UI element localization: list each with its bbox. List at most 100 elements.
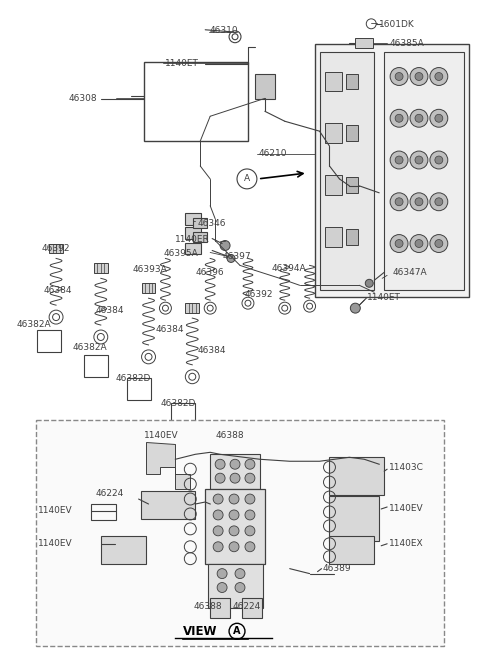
Bar bbox=[141, 491, 195, 519]
Text: 46346: 46346 bbox=[197, 218, 226, 228]
Text: 46388: 46388 bbox=[193, 603, 222, 611]
Circle shape bbox=[245, 510, 255, 520]
Bar bbox=[324, 123, 342, 143]
Circle shape bbox=[220, 240, 230, 250]
Circle shape bbox=[245, 494, 255, 504]
Circle shape bbox=[430, 110, 448, 127]
Bar bbox=[347, 73, 358, 90]
Text: 1140EV: 1140EV bbox=[38, 539, 73, 548]
Text: VIEW: VIEW bbox=[183, 625, 218, 639]
Circle shape bbox=[213, 542, 223, 552]
Circle shape bbox=[245, 460, 255, 469]
Circle shape bbox=[430, 193, 448, 210]
Circle shape bbox=[235, 568, 245, 578]
Bar bbox=[193, 218, 207, 228]
Bar bbox=[91, 504, 116, 520]
Text: 46385A: 46385A bbox=[389, 39, 424, 47]
Bar bbox=[355, 37, 373, 47]
Text: 46384: 46384 bbox=[43, 287, 72, 295]
Bar bbox=[49, 244, 63, 253]
Circle shape bbox=[415, 73, 423, 80]
Text: 1140EV: 1140EV bbox=[144, 432, 178, 440]
Text: 46393A: 46393A bbox=[132, 265, 168, 275]
Bar bbox=[208, 564, 263, 609]
Text: 46382A: 46382A bbox=[16, 320, 51, 329]
Text: 46388: 46388 bbox=[215, 432, 244, 440]
Circle shape bbox=[229, 510, 239, 520]
Bar bbox=[171, 403, 195, 424]
Text: 46224: 46224 bbox=[96, 489, 124, 498]
Bar bbox=[320, 51, 374, 291]
Text: A: A bbox=[233, 627, 241, 636]
Circle shape bbox=[430, 234, 448, 253]
Circle shape bbox=[390, 234, 408, 253]
Circle shape bbox=[435, 114, 443, 122]
Bar bbox=[205, 489, 265, 564]
Circle shape bbox=[350, 303, 360, 313]
Bar bbox=[94, 263, 108, 273]
Circle shape bbox=[235, 582, 245, 593]
Text: 46389: 46389 bbox=[323, 564, 351, 572]
Bar bbox=[193, 232, 207, 242]
Bar bbox=[36, 420, 444, 646]
Text: 46395A: 46395A bbox=[164, 249, 198, 259]
Circle shape bbox=[245, 542, 255, 552]
Circle shape bbox=[390, 151, 408, 169]
Bar bbox=[210, 599, 230, 619]
Text: 46384: 46384 bbox=[96, 306, 124, 315]
Text: 46310: 46310 bbox=[209, 26, 238, 35]
Circle shape bbox=[229, 494, 239, 504]
Bar bbox=[329, 458, 384, 495]
Circle shape bbox=[245, 473, 255, 483]
Circle shape bbox=[430, 151, 448, 169]
Circle shape bbox=[215, 460, 225, 469]
Circle shape bbox=[410, 193, 428, 210]
Text: 46224: 46224 bbox=[233, 603, 261, 611]
Circle shape bbox=[430, 67, 448, 86]
Text: 1140ET: 1140ET bbox=[166, 59, 199, 67]
Circle shape bbox=[435, 73, 443, 80]
Circle shape bbox=[365, 279, 373, 287]
Bar bbox=[37, 330, 61, 352]
Bar bbox=[347, 125, 358, 141]
Circle shape bbox=[230, 473, 240, 483]
Circle shape bbox=[435, 198, 443, 206]
Text: 46392: 46392 bbox=[245, 291, 274, 299]
Circle shape bbox=[390, 193, 408, 210]
Bar bbox=[314, 43, 468, 297]
Circle shape bbox=[217, 582, 227, 593]
Text: 46308: 46308 bbox=[69, 94, 97, 104]
Bar bbox=[347, 177, 358, 193]
Bar bbox=[142, 283, 156, 293]
Circle shape bbox=[415, 198, 423, 206]
Text: 46397: 46397 bbox=[222, 253, 251, 261]
Bar bbox=[185, 242, 201, 255]
Bar bbox=[384, 51, 464, 291]
Bar bbox=[324, 175, 342, 195]
Text: 46396: 46396 bbox=[195, 269, 224, 277]
Circle shape bbox=[415, 240, 423, 248]
Circle shape bbox=[245, 526, 255, 536]
Text: 46384: 46384 bbox=[197, 346, 226, 355]
Text: 1601DK: 1601DK bbox=[379, 20, 415, 29]
Circle shape bbox=[213, 526, 223, 536]
Circle shape bbox=[435, 156, 443, 164]
Text: 1140EX: 1140EX bbox=[389, 539, 424, 548]
Circle shape bbox=[213, 510, 223, 520]
Bar bbox=[210, 454, 260, 489]
Circle shape bbox=[215, 473, 225, 483]
Circle shape bbox=[390, 67, 408, 86]
Circle shape bbox=[415, 114, 423, 122]
Text: 1140EV: 1140EV bbox=[389, 504, 424, 513]
Bar bbox=[84, 355, 108, 377]
Bar bbox=[255, 74, 275, 99]
Text: 46382A: 46382A bbox=[73, 343, 108, 352]
Circle shape bbox=[229, 526, 239, 536]
Bar bbox=[144, 61, 248, 141]
Bar bbox=[347, 228, 358, 244]
Polygon shape bbox=[145, 442, 190, 489]
Circle shape bbox=[410, 151, 428, 169]
Circle shape bbox=[395, 240, 403, 248]
Circle shape bbox=[395, 156, 403, 164]
Circle shape bbox=[227, 255, 235, 263]
